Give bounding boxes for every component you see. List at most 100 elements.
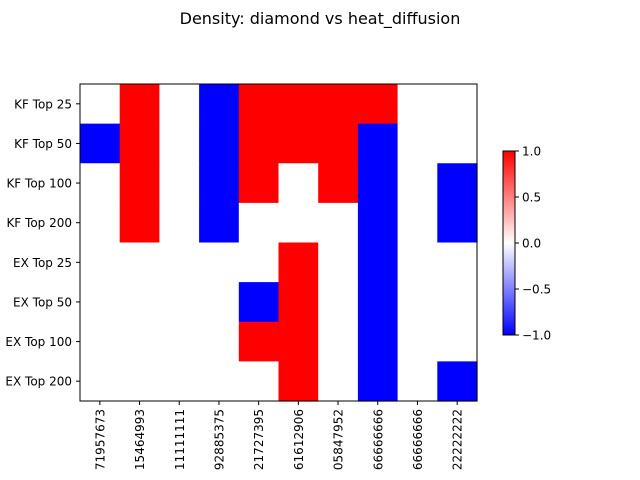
x-tick-label: 66666666 bbox=[411, 409, 425, 470]
heatmap-cell bbox=[238, 321, 280, 362]
heatmap-cell bbox=[159, 282, 200, 323]
x-tick-label: 71957673 bbox=[93, 409, 107, 470]
x-tick-label: 61612906 bbox=[292, 409, 306, 470]
heatmap-cell bbox=[80, 123, 121, 164]
heatmap-cell bbox=[357, 84, 399, 125]
chart-title: Density: diamond vs heat_diffusion bbox=[180, 9, 461, 29]
y-tick-label: KF Top 200 bbox=[6, 216, 72, 230]
y-tick-label: EX Top 100 bbox=[5, 335, 72, 349]
heatmap-cell bbox=[119, 84, 160, 125]
colorbar-tick-label: 0.5 bbox=[522, 191, 541, 205]
heatmap-cell bbox=[278, 123, 319, 164]
heatmap-cell bbox=[80, 84, 121, 125]
heatmap-cell bbox=[397, 202, 438, 244]
x-tick-label: 92885375 bbox=[212, 409, 226, 470]
plot-frame bbox=[79, 83, 478, 402]
heatmap-cell bbox=[199, 321, 240, 362]
colorbar-tick-label: −1.0 bbox=[522, 329, 551, 343]
heatmap-cell bbox=[278, 163, 319, 204]
heatmap-cell bbox=[318, 282, 359, 323]
heatmap-cell bbox=[119, 321, 160, 362]
heatmap-cell bbox=[238, 361, 280, 402]
heatmap-cell bbox=[357, 321, 399, 362]
x-tick-label: 66666666 bbox=[371, 409, 385, 470]
heatmap-cell bbox=[199, 123, 240, 164]
heatmap-cell bbox=[80, 242, 121, 283]
heatmap-cell bbox=[437, 282, 478, 323]
colorbar-gradient bbox=[502, 150, 516, 336]
y-tick-label: EX Top 50 bbox=[13, 295, 72, 309]
heatmap-cell bbox=[159, 321, 200, 362]
heatmap-cell bbox=[357, 282, 399, 323]
heatmap-cell bbox=[238, 123, 280, 164]
x-tick-label: 22222222 bbox=[451, 409, 465, 470]
heatmap-cell bbox=[238, 84, 280, 125]
heatmap-cell bbox=[80, 202, 121, 244]
heatmap-cell bbox=[119, 242, 160, 283]
colorbar-tick-label: −0.5 bbox=[522, 283, 551, 297]
heatmap-cell bbox=[357, 123, 399, 164]
heatmap-cell bbox=[199, 202, 240, 244]
heatmap-cell bbox=[159, 242, 200, 283]
x-tick-label: 21727395 bbox=[252, 409, 266, 470]
heatmap-cell bbox=[437, 321, 478, 362]
heatmap-cell bbox=[238, 242, 280, 283]
y-tick-label: KF Top 25 bbox=[14, 97, 72, 111]
heatmap-cell bbox=[278, 361, 319, 402]
heatmap-cell bbox=[199, 84, 240, 125]
heatmap-cell bbox=[278, 202, 319, 244]
x-tick-label: 11111111 bbox=[173, 409, 187, 470]
heatmap-cell bbox=[238, 202, 280, 244]
heatmap-cell bbox=[119, 163, 160, 204]
heatmap-cell bbox=[199, 242, 240, 283]
colorbar-tick-label: 1.0 bbox=[522, 145, 541, 159]
heatmap-cell bbox=[278, 84, 319, 125]
heatmap-cell bbox=[357, 163, 399, 204]
heatmap-cell bbox=[437, 123, 478, 164]
heatmap-cell bbox=[278, 242, 319, 283]
heatmap-cell bbox=[318, 123, 359, 164]
heatmap-cell bbox=[80, 163, 121, 204]
heatmap-cell bbox=[318, 361, 359, 402]
heatmap-cell bbox=[159, 123, 200, 164]
heatmap-cell bbox=[119, 361, 160, 402]
heatmap-cell bbox=[318, 163, 359, 204]
heatmap-cell bbox=[159, 163, 200, 204]
heatmap-cell bbox=[119, 282, 160, 323]
heatmap-cell bbox=[199, 361, 240, 402]
heatmap-cell bbox=[119, 123, 160, 164]
heatmap-cell bbox=[318, 242, 359, 283]
heatmap-cell bbox=[437, 163, 478, 204]
heatmap-cell bbox=[318, 84, 359, 125]
colorbar-tick-label: 0.0 bbox=[522, 237, 541, 251]
heatmap-cell bbox=[397, 163, 438, 204]
y-tick-label: EX Top 25 bbox=[13, 256, 72, 270]
colorbar-ticks: 1.0 0.5 0.0 −0.5 −1.0 bbox=[515, 145, 551, 343]
heatmap-cell bbox=[397, 282, 438, 323]
heatmap-cell bbox=[318, 321, 359, 362]
heatmap-cell bbox=[357, 361, 399, 402]
heatmap-cell bbox=[80, 321, 121, 362]
heatmap-cell bbox=[397, 123, 438, 164]
heatmap-cell bbox=[159, 84, 200, 125]
heatmap-cell bbox=[437, 202, 478, 244]
heatmap-cell bbox=[318, 202, 359, 244]
heatmap-cell bbox=[278, 321, 319, 362]
y-tick-label: KF Top 50 bbox=[14, 137, 72, 151]
heatmap-cell bbox=[397, 84, 438, 125]
x-axis: 71957673 15464993 11111111 92885375 21727395… bbox=[93, 401, 465, 470]
heatmap-cell bbox=[238, 282, 280, 323]
heatmap-cell bbox=[159, 202, 200, 244]
heatmap-cell bbox=[357, 242, 399, 283]
heatmap-cell bbox=[357, 202, 399, 244]
y-axis: KF Top 25 KF Top 50 KF Top 100 KF Top 200 EX… bbox=[5, 97, 80, 389]
x-tick-label: 05847952 bbox=[332, 409, 346, 470]
heatmap-cell bbox=[437, 84, 478, 125]
heatmap-cell bbox=[80, 282, 121, 323]
heatmap-cell bbox=[437, 242, 478, 283]
heatmap-cell bbox=[80, 361, 121, 402]
heatmap-cell bbox=[199, 282, 240, 323]
heatmap-cell bbox=[159, 361, 200, 402]
heatmap-cell bbox=[437, 361, 478, 402]
